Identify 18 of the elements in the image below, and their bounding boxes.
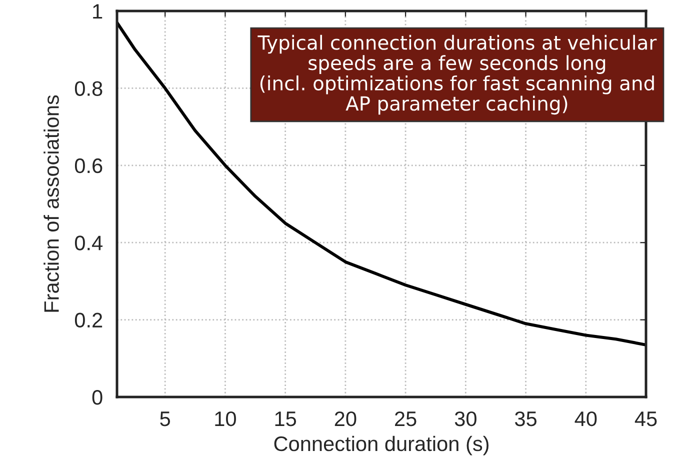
- x-tick-label: 35: [514, 411, 536, 426]
- y-tick-label: 0.2: [74, 312, 102, 328]
- x-tick-label: 20: [334, 411, 356, 426]
- y-tick-label: 1: [93, 4, 102, 19]
- y-tick-label: 0.6: [74, 158, 102, 174]
- x-tick-label: 45: [634, 412, 657, 426]
- x-axis-title: Connection duration (s): [274, 436, 488, 456]
- x-tick-label: 25: [395, 411, 416, 426]
- x-tick-label: 10: [215, 411, 236, 426]
- annotation: Typical connection durations at vehicular speeds are a few seconds long (incl. optimizations for fast scanning and AP parameter caching): [258, 34, 657, 115]
- y-tick-label: 0: [92, 390, 102, 405]
- y-axis-title: Fraction of associations: [44, 95, 59, 312]
- y-tick-label: 0.4: [74, 236, 103, 250]
- x-tick-label: 15: [275, 412, 296, 426]
- x-tick-label: 30: [454, 411, 476, 426]
- x-tick-label: 5: [160, 412, 170, 426]
- x-tick-label: 40: [574, 411, 597, 426]
- y-tick-label: 0.8: [74, 81, 102, 96]
